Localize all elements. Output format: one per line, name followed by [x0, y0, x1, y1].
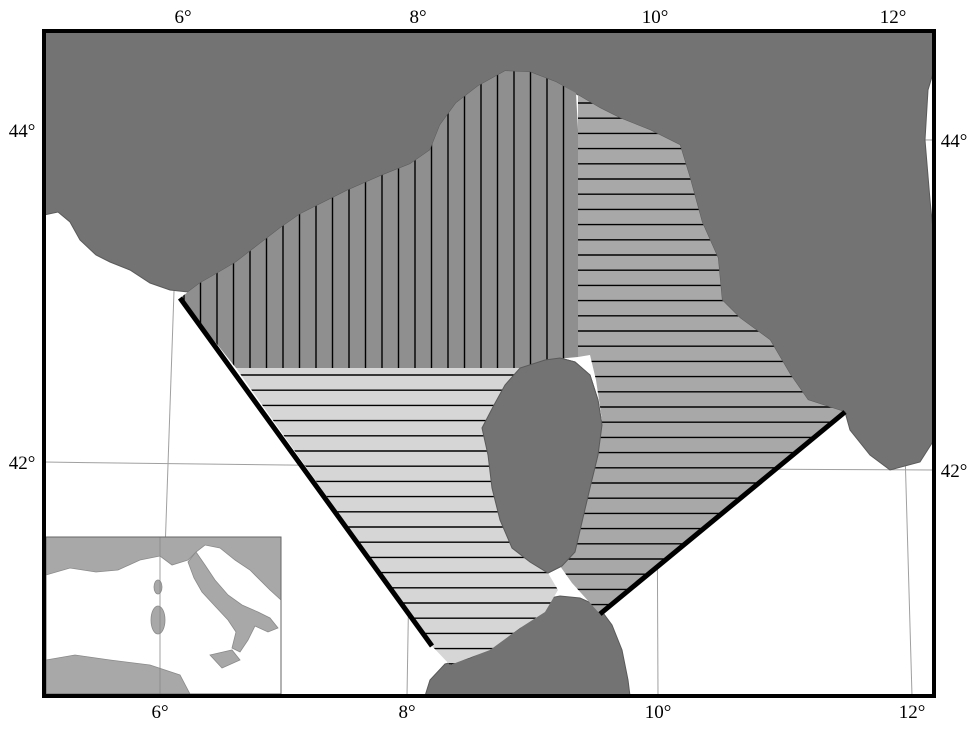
map-frame [42, 29, 936, 698]
boundary-southeast [598, 410, 847, 616]
inset-italy-peninsula [187, 551, 279, 653]
left-lat-label-44: 44° [9, 121, 36, 142]
top-lon-label-10: 10° [642, 7, 669, 28]
inset-map [46, 537, 281, 694]
bottom-lon-label-6: 6° [151, 702, 168, 723]
inset-europe-land [46, 537, 281, 601]
right-lat-label-42: 42° [941, 461, 968, 482]
inset-north-africa [46, 654, 191, 694]
corsica-overlay [481, 357, 603, 574]
top-lon-label-12: 12° [880, 7, 907, 28]
top-lon-label-6: 6° [174, 7, 191, 28]
top-lon-label-8: 8° [409, 7, 426, 28]
bottom-lon-label-10: 10° [645, 702, 672, 723]
inset-sicily [209, 649, 241, 669]
boundary-southwest [177, 296, 435, 648]
inset-sardinia [150, 605, 166, 635]
left-lat-label-42: 42° [9, 453, 36, 474]
right-lat-label-44: 44° [941, 131, 968, 152]
inset-corsica [153, 579, 163, 595]
bottom-lon-label-8: 8° [398, 702, 415, 723]
bottom-lon-label-12: 12° [899, 702, 926, 723]
